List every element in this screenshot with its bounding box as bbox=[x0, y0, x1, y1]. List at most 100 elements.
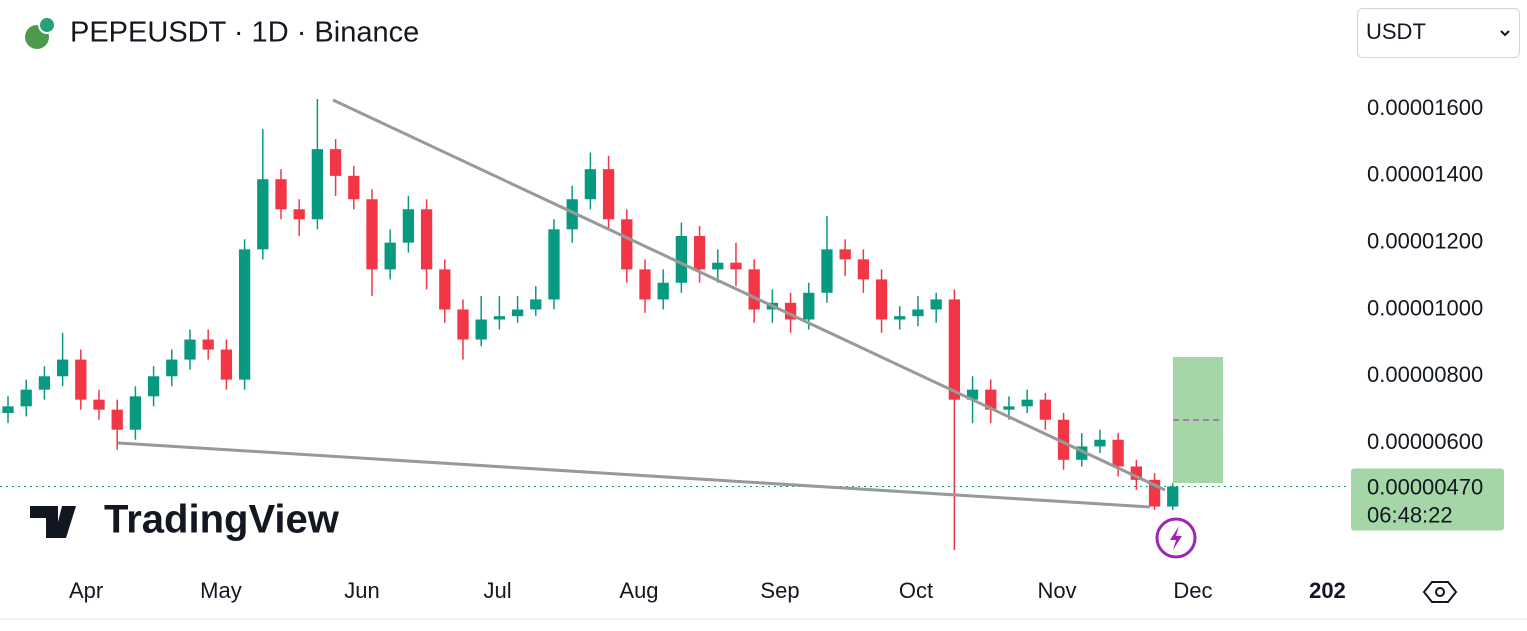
candle-body bbox=[584, 169, 597, 200]
x-tick-label: Jul bbox=[484, 578, 512, 603]
candle-body bbox=[948, 299, 961, 400]
candle-body bbox=[1057, 419, 1070, 460]
watermark-text: TradingView bbox=[104, 498, 340, 542]
candle-body bbox=[839, 249, 851, 260]
candle-body bbox=[129, 396, 142, 430]
settings-icon-center[interactable] bbox=[1435, 587, 1445, 597]
candle-body bbox=[147, 376, 160, 397]
candle-body bbox=[475, 319, 487, 340]
tv-logo bbox=[30, 506, 76, 538]
candle-body bbox=[202, 339, 214, 350]
candle-body bbox=[75, 359, 87, 400]
x-tick-label: 202 bbox=[1309, 578, 1346, 603]
candle-body bbox=[1094, 439, 1106, 447]
candle-body bbox=[275, 179, 287, 210]
candle-body bbox=[220, 349, 233, 380]
candle-body bbox=[56, 359, 69, 377]
usdt-logo bbox=[38, 16, 56, 34]
candle-body bbox=[602, 169, 615, 220]
candle-body bbox=[1148, 479, 1161, 507]
candle-body bbox=[548, 229, 560, 300]
candle-body bbox=[111, 409, 123, 430]
candle-body bbox=[348, 175, 360, 200]
countdown-label: 06:48:22 bbox=[1367, 502, 1453, 527]
candle-body bbox=[293, 209, 305, 220]
candle-body bbox=[1112, 439, 1124, 467]
candle-body bbox=[457, 309, 469, 340]
x-tick-label: Apr bbox=[69, 578, 103, 603]
candle-body bbox=[657, 282, 669, 300]
x-tick-label: Sep bbox=[760, 578, 799, 603]
candle-body bbox=[1021, 399, 1033, 407]
candle-body bbox=[329, 149, 342, 176]
trend-line bbox=[117, 441, 1151, 509]
candle-body bbox=[420, 209, 433, 270]
candle-body bbox=[748, 269, 760, 310]
currency-select[interactable] bbox=[1357, 8, 1520, 58]
alert-bolt[interactable] bbox=[1170, 526, 1182, 550]
candle-body bbox=[1130, 466, 1142, 480]
candle-body bbox=[857, 259, 870, 280]
candle-body bbox=[639, 269, 651, 300]
candle-body bbox=[511, 309, 524, 317]
candle-body bbox=[384, 242, 396, 270]
plot-area: 0.00001600 0.00001400 0.00001200 0.00001000… bbox=[0, 95, 1504, 603]
candle-body bbox=[985, 389, 997, 410]
last-price-label: 0.00000470 bbox=[1367, 474, 1483, 499]
x-tick-label: Oct bbox=[899, 578, 933, 603]
settings-icon[interactable] bbox=[1422, 581, 1458, 603]
candle-body bbox=[530, 299, 542, 310]
candle-body bbox=[493, 316, 506, 320]
candle-body bbox=[784, 302, 797, 320]
y-tick-label: 0.00000800 bbox=[1367, 362, 1483, 387]
select-arrow[interactable] bbox=[1500, 30, 1510, 37]
candle-body bbox=[912, 309, 924, 317]
candle-body bbox=[693, 235, 706, 270]
candle-body bbox=[875, 279, 888, 320]
watermark: TradingView bbox=[30, 498, 340, 542]
x-tick-label: Aug bbox=[619, 578, 658, 603]
candle-body bbox=[93, 399, 105, 410]
candle-body bbox=[821, 249, 833, 293]
candle-body bbox=[20, 389, 32, 407]
candle-body bbox=[166, 359, 178, 377]
candle-body bbox=[894, 316, 906, 320]
chart-title: PEPEUSDT · 1D · Binance bbox=[70, 17, 419, 49]
candle-body bbox=[402, 209, 415, 243]
y-tick-label: 0.00001200 bbox=[1367, 228, 1483, 253]
candle-body bbox=[311, 149, 324, 220]
x-tick-label: Nov bbox=[1037, 578, 1076, 603]
candle-body bbox=[238, 249, 251, 380]
candle-body bbox=[257, 179, 269, 250]
trend-line bbox=[332, 98, 1166, 492]
candle-body bbox=[2, 406, 14, 414]
candle-body bbox=[966, 389, 979, 400]
candle-body bbox=[1076, 446, 1088, 460]
candle-body bbox=[1003, 406, 1015, 410]
currency-select-label[interactable]: USDT bbox=[1366, 19, 1426, 44]
candle-body bbox=[566, 199, 578, 230]
candle-body bbox=[1039, 399, 1051, 420]
x-tick-label: Jun bbox=[344, 578, 379, 603]
candle-body bbox=[712, 262, 724, 270]
candle-body bbox=[439, 269, 451, 310]
candle-body bbox=[730, 262, 742, 270]
last-price-box bbox=[1351, 468, 1504, 531]
candle-body bbox=[38, 376, 51, 390]
x-tick-label: Dec bbox=[1173, 578, 1212, 603]
candle-body bbox=[184, 339, 196, 360]
y-tick-label: 0.00001000 bbox=[1367, 295, 1483, 320]
candle-body bbox=[621, 219, 633, 270]
x-tick-label: May bbox=[200, 578, 242, 603]
candle-body bbox=[366, 199, 378, 270]
candle-body bbox=[1167, 486, 1179, 507]
candle-body bbox=[803, 292, 815, 320]
candle-body bbox=[675, 235, 688, 283]
y-tick-label: 0.00000600 bbox=[1367, 429, 1483, 454]
candle-body bbox=[930, 299, 942, 310]
y-tick-label: 0.00001400 bbox=[1367, 162, 1483, 187]
y-tick-label: 0.00001600 bbox=[1367, 95, 1483, 120]
